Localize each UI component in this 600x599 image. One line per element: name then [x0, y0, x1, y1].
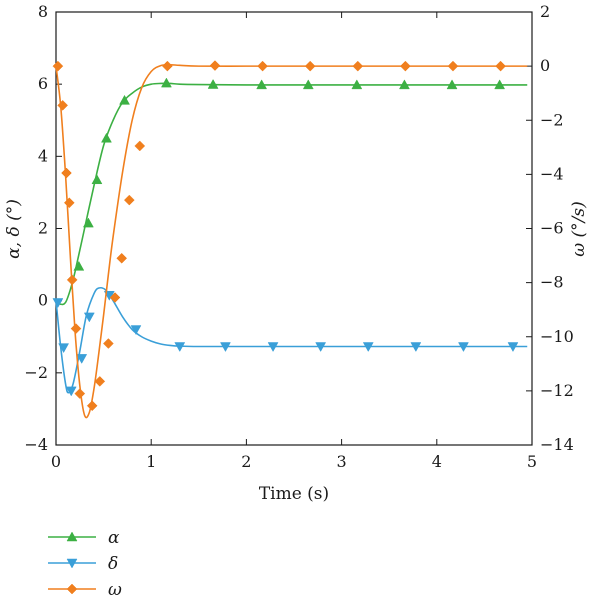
- legend: αδω: [48, 528, 122, 599]
- data-point-delta: [362, 342, 374, 353]
- y-left-tick-label: 4: [38, 146, 48, 165]
- data-point-omega: [162, 60, 173, 72]
- data-point-alpha: [399, 79, 410, 90]
- x-tick-label: 2: [241, 452, 251, 471]
- data-point-alpha: [351, 79, 363, 90]
- legend-marker: [66, 531, 78, 542]
- y-left-tick-label: 2: [38, 219, 48, 238]
- legend-marker: [66, 558, 78, 569]
- y-right-tick-label: −10: [540, 327, 574, 346]
- y-axis-left-label: α, δ (°): [4, 199, 24, 259]
- data-point-delta: [410, 342, 422, 353]
- data-point-omega: [57, 100, 69, 111]
- ticks: 0 1 2 3 4 5 −4 −2 0 2 4 6 8 −14 −12 −10 −8 −6 −4 −2 0 2: [24, 2, 573, 471]
- series-line-alpha: [55, 82, 528, 306]
- data-point-delta: [76, 354, 88, 364]
- data-point-alpha: [446, 79, 458, 90]
- data-point-alpha: [161, 77, 172, 88]
- data-point-alpha: [494, 79, 506, 90]
- data-point-delta: [174, 342, 186, 353]
- x-tick-label: 5: [527, 452, 537, 471]
- legend-label: δ: [108, 554, 118, 574]
- y-axis-right-label: ω (°/s): [569, 201, 589, 256]
- series-delta: [52, 286, 528, 397]
- y-left-tick-label: −2: [24, 363, 48, 382]
- x-tick-label: 3: [337, 452, 347, 471]
- y-right-tick-label: 0: [540, 56, 550, 75]
- series-line-omega: [55, 63, 528, 419]
- y-right-tick-label: −8: [540, 273, 564, 292]
- data-point-omega: [447, 60, 459, 72]
- data-point-delta: [315, 342, 327, 353]
- data-point-omega: [495, 60, 506, 72]
- y-left-tick-label: 0: [38, 291, 48, 310]
- legend-marker: [66, 583, 78, 595]
- y-left-tick-label: 6: [38, 74, 48, 93]
- y-right-tick-label: 2: [540, 2, 550, 21]
- data-point-delta: [220, 342, 231, 353]
- data-point-omega: [52, 60, 64, 72]
- data-point-alpha: [82, 217, 94, 228]
- data-point-delta: [83, 312, 95, 323]
- data-point-alpha: [91, 174, 103, 185]
- legend-item-alpha: α: [48, 528, 120, 548]
- data-point-omega: [352, 60, 364, 72]
- data-point-omega: [134, 140, 146, 152]
- x-axis-label: Time (s): [259, 484, 329, 504]
- data-point-omega: [70, 323, 82, 334]
- data-point-omega: [61, 167, 72, 179]
- data-point-alpha: [302, 79, 314, 90]
- data-point-omega: [257, 60, 268, 72]
- series-layer: [52, 60, 528, 419]
- legend-label: α: [108, 528, 120, 548]
- y-right-tick-label: −6: [540, 219, 564, 238]
- data-point-delta: [58, 343, 70, 354]
- x-tick-label: 0: [51, 452, 61, 471]
- data-point-omega: [66, 274, 78, 286]
- data-point-omega: [123, 194, 135, 206]
- plot-frame: [55, 11, 533, 446]
- data-point-delta: [130, 325, 142, 336]
- data-point-delta: [267, 342, 279, 353]
- y-left-tick-label: −4: [24, 435, 48, 454]
- data-point-alpha: [207, 79, 219, 89]
- data-point-omega: [74, 388, 86, 399]
- data-point-omega: [116, 252, 128, 264]
- series-omega: [52, 60, 528, 419]
- data-point-omega: [400, 60, 411, 72]
- data-point-delta: [52, 298, 64, 308]
- data-point-delta: [65, 386, 77, 397]
- legend-item-delta: δ: [48, 554, 118, 574]
- data-point-omega: [209, 60, 221, 71]
- y-right-tick-label: −12: [540, 381, 574, 400]
- legend-label: ω: [108, 580, 122, 599]
- data-point-omega: [63, 197, 75, 209]
- data-point-delta: [507, 342, 519, 353]
- data-point-omega: [109, 292, 121, 303]
- x-tick-label: 1: [146, 452, 156, 471]
- series-alpha: [55, 77, 528, 306]
- y-right-tick-label: −2: [540, 110, 564, 129]
- data-point-delta: [458, 342, 469, 353]
- data-point-omega: [86, 400, 98, 412]
- data-point-alpha: [119, 94, 130, 105]
- x-tick-label: 4: [432, 452, 442, 471]
- y-right-tick-label: −4: [540, 164, 564, 183]
- data-point-omega: [103, 338, 114, 349]
- data-point-omega: [304, 60, 316, 72]
- data-point-alpha: [73, 260, 85, 271]
- data-point-omega: [94, 376, 106, 387]
- data-point-alpha: [101, 132, 112, 143]
- legend-item-omega: ω: [48, 580, 122, 599]
- data-point-alpha: [256, 79, 268, 90]
- y-right-tick-label: −14: [540, 435, 574, 454]
- y-left-tick-label: 8: [38, 2, 48, 21]
- series-line-delta: [55, 286, 528, 394]
